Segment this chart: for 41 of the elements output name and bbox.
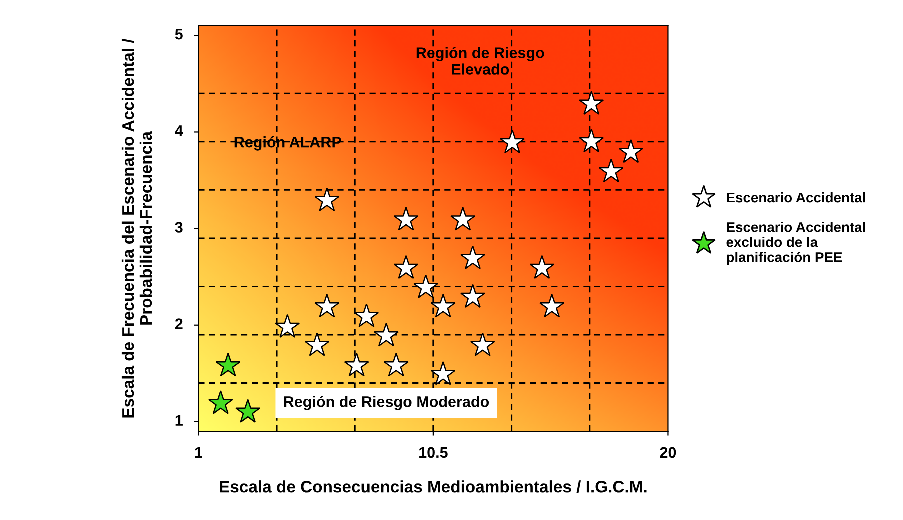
point <box>414 274 439 298</box>
point <box>304 332 330 356</box>
point <box>430 361 456 386</box>
point <box>275 314 300 338</box>
point <box>500 130 526 154</box>
y-axis-title: Escala de Frecuencia del Escenario Accidental / Probabilidad-Frecuencia <box>122 38 152 418</box>
point <box>314 188 340 212</box>
legend-label: Escenario Accidental <box>727 192 866 203</box>
point <box>470 332 496 356</box>
y-tick-label: 3 <box>175 222 183 233</box>
annotation: Región de Riesgo Elevado <box>416 47 544 75</box>
point <box>579 91 604 115</box>
point <box>598 158 624 183</box>
point <box>394 206 419 231</box>
y-tick-label: 5 <box>175 29 183 40</box>
annotation: Región de Riesgo Moderado <box>284 396 490 410</box>
x-tick-label: 20 <box>660 447 676 458</box>
point <box>618 139 644 164</box>
point <box>540 294 565 318</box>
point <box>530 255 555 280</box>
point <box>374 322 399 347</box>
point <box>354 304 380 328</box>
point <box>208 390 234 414</box>
y-tick-label: 4 <box>175 126 184 136</box>
point <box>344 352 370 377</box>
point <box>430 294 456 318</box>
point <box>460 246 486 270</box>
point <box>216 352 241 377</box>
point <box>384 352 409 377</box>
x-axis-title: Escala de Consecuencias Medioambientales / I.G.C.M. <box>220 480 647 493</box>
legend-label: Escenario Accidental excluido de la planificación PEE <box>726 222 866 266</box>
point <box>394 255 419 280</box>
point <box>314 294 340 318</box>
y-tick-label: 2 <box>175 318 183 330</box>
point <box>236 399 261 424</box>
point <box>579 128 604 153</box>
point <box>460 284 486 308</box>
x-tick-label: 10.5 <box>420 447 448 458</box>
x-tick-label: 1 <box>195 447 202 458</box>
y-tick-label: 1 <box>176 415 183 426</box>
point <box>450 206 476 231</box>
